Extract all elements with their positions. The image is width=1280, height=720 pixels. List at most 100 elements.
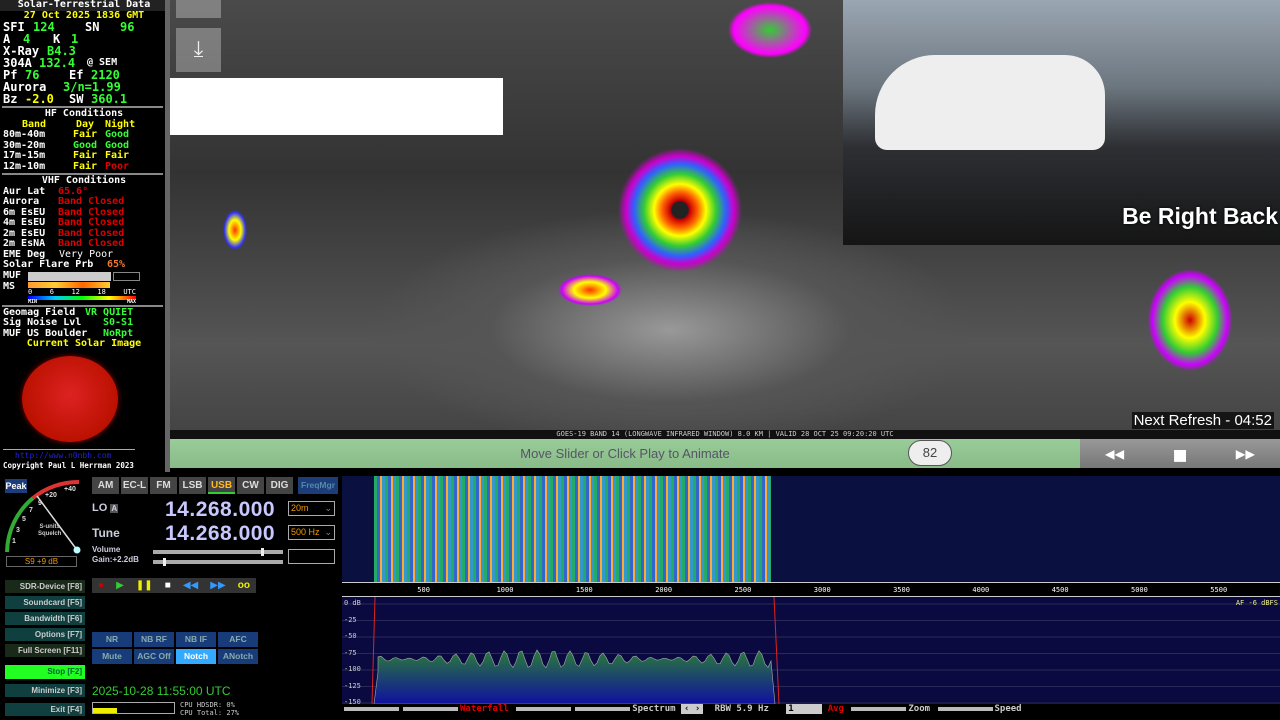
freq-tick: 2500 — [734, 586, 752, 594]
function-button[interactable]: Full Screen [F11] — [5, 644, 85, 657]
night-condition: Fair — [105, 150, 130, 161]
mode-dig-button[interactable]: DIG — [266, 477, 293, 494]
vhf-label: Aur Lat — [3, 185, 46, 197]
download-icon[interactable]: ⤓ — [176, 28, 221, 72]
stop-button[interactable]: ■ — [1173, 441, 1186, 466]
hf-title: HF Conditions — [44, 108, 124, 119]
s-meter — [5, 479, 81, 554]
webcam-feed: Be Right Back — [843, 0, 1280, 245]
label: MUF — [3, 269, 22, 281]
loop-icon[interactable]: oo — [237, 580, 250, 591]
volume-slider[interactable] — [153, 548, 283, 556]
rewind-icon[interactable]: ◀◀ — [182, 580, 199, 591]
bz-row: Bz -2.0 SW 360.1 — [0, 93, 165, 105]
freqmgr-button[interactable]: FreqMgr — [298, 477, 338, 494]
filter-edge[interactable] — [773, 597, 780, 704]
function-button[interactable]: Options [F7] — [5, 628, 85, 641]
frequency-scale[interactable]: 500 1000 1500 2000 2500 3000 3500 4000 4500 5000 5… — [342, 582, 1280, 597]
vhf-label: 4m EsEU — [3, 217, 46, 228]
avg-select[interactable]: 1 — [786, 704, 823, 714]
label: Bz — [3, 92, 18, 106]
dsp-notch-button[interactable]: Notch — [176, 649, 216, 664]
website-link[interactable]: http://www.n0nbh.com — [15, 451, 112, 460]
ms-scale: 0 6 12 18 UTC MIN MAX — [28, 281, 138, 304]
speed-slider[interactable] — [937, 706, 993, 711]
animation-controls: ◀◀ ■ ▶▶ — [1080, 439, 1280, 468]
mode-lsb-button[interactable]: LSB — [179, 477, 206, 494]
tick: 6 — [49, 287, 54, 296]
gain-thumb[interactable] — [163, 558, 166, 566]
vhf-label: 2m EsNA — [3, 238, 46, 249]
lo-badge[interactable]: A — [110, 504, 119, 513]
mode-cw-button[interactable]: CW — [237, 477, 264, 494]
waterfall-slider-2[interactable] — [403, 706, 458, 711]
vhf-value: 65.6° — [58, 185, 89, 197]
mode-fm-button[interactable]: FM — [150, 477, 177, 494]
dsp-anotch-button[interactable]: ANotch — [218, 649, 258, 664]
record-icon[interactable]: ● — [98, 580, 105, 591]
toolbar-button[interactable] — [176, 0, 221, 18]
function-button[interactable]: Exit [F4] — [5, 703, 85, 716]
mode-am-button[interactable]: AM — [92, 477, 119, 494]
band-select[interactable]: 20m ⌄ — [288, 501, 335, 516]
label: Pf — [3, 68, 18, 82]
empty-select[interactable] — [288, 549, 335, 564]
label: MS — [3, 280, 16, 292]
spectrum-trace — [373, 649, 776, 704]
freq-tick: 3000 — [813, 586, 831, 594]
gain-slider[interactable] — [153, 558, 283, 566]
panel-scrollbar[interactable] — [165, 0, 170, 472]
frame-counter[interactable]: 82 — [908, 440, 952, 466]
play-icon[interactable]: ▶ — [116, 580, 124, 591]
geomag-value: VR QUIET — [85, 306, 134, 318]
spectrum-stepper[interactable]: ‹ › — [680, 704, 704, 714]
volume-thumb[interactable] — [260, 548, 264, 556]
dsp-afc-button[interactable]: AFC — [218, 632, 258, 647]
function-button[interactable]: Soundcard [F5] — [5, 596, 85, 609]
dsp-nr-button[interactable]: NR — [92, 632, 132, 647]
lo-frequency[interactable]: 14.268.000 — [165, 498, 276, 521]
dsp-agc-off-button[interactable]: AGC Off — [134, 649, 174, 664]
db-tick: -75 — [344, 648, 357, 657]
vhf-value: Band Closed — [58, 196, 125, 207]
function-button[interactable]: Bandwidth [F6] — [5, 612, 85, 625]
spectrum-display[interactable]: AF -6 dBFS 0 dB -25 -50 -75 -100 -125 -150 — [342, 597, 1280, 706]
chevron-down-icon: ⌄ — [324, 527, 332, 537]
function-button[interactable]: SDR-Device [F8] — [5, 580, 85, 593]
a-value: 4 — [23, 32, 31, 46]
pause-icon[interactable]: ❚❚ — [135, 580, 153, 591]
squelch-handle[interactable] — [73, 546, 81, 554]
dsp-nb-if-button[interactable]: NB IF — [176, 632, 216, 647]
vhf-row: Aurora Band Closed — [0, 196, 165, 208]
lo-label: LO A — [92, 502, 119, 514]
label: Day — [75, 118, 95, 130]
tune-frequency[interactable]: 14.268.000 — [165, 522, 276, 545]
dsp-nb-rf-button[interactable]: NB RF — [134, 632, 174, 647]
dsp-mute-button[interactable]: Mute — [92, 649, 132, 664]
forward-icon[interactable]: ▶▶ — [210, 580, 226, 591]
meter-tick: 1 — [12, 538, 16, 545]
spectrum-slider-2[interactable] — [575, 706, 631, 711]
stop-icon[interactable]: ■ — [164, 580, 171, 591]
peak-button[interactable]: Peak — [5, 479, 27, 493]
waterfall-slider-1[interactable] — [344, 706, 399, 711]
bz-value: -2.0 — [25, 92, 54, 106]
hf-row: 12m-10m Fair Poor — [0, 161, 165, 173]
sw-value: 360.1 — [91, 92, 128, 106]
k-value: 1 — [71, 32, 79, 46]
waterfall-display[interactable] — [342, 476, 1280, 582]
forward-button[interactable]: ▶▶ — [1235, 444, 1256, 463]
filter-edge[interactable] — [371, 597, 376, 704]
zoom-slider[interactable] — [851, 706, 907, 711]
step-select[interactable]: 500 Hz ⌄ — [288, 525, 335, 540]
function-button[interactable]: Minimize [F3] — [5, 684, 85, 697]
freq-tick: 1500 — [575, 586, 593, 594]
mode-ec-l-button[interactable]: EC-L — [121, 477, 148, 494]
rewind-button[interactable]: ◀◀ — [1104, 444, 1125, 463]
meter-label: S-units Squelch — [38, 524, 62, 537]
day-condition: Fair — [72, 129, 98, 140]
function-button[interactable]: Stop [F2] — [5, 665, 85, 679]
spectrum-slider-1[interactable] — [516, 706, 572, 711]
band: 17m-15m — [3, 150, 46, 161]
mode-usb-button[interactable]: USB — [208, 477, 235, 494]
